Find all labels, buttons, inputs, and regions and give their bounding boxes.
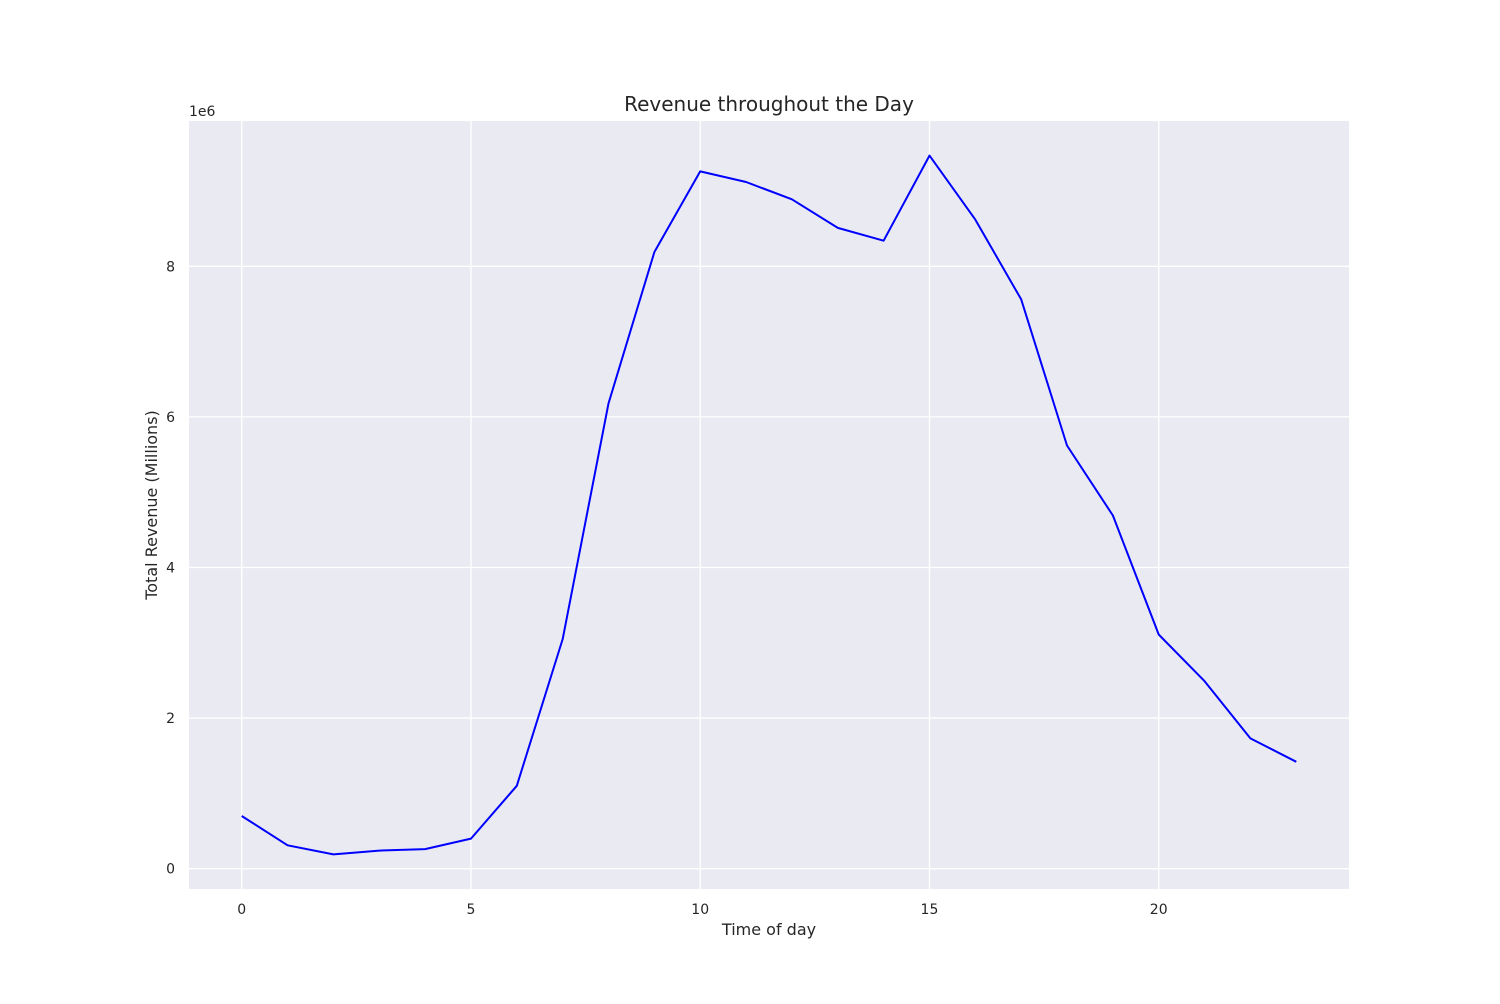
y-tick-label: 0: [166, 862, 175, 878]
x-axis-ticks: 0 5 10 15 20: [237, 902, 1167, 918]
x-axis-label: Time of day: [721, 920, 816, 939]
y-tick-label: 6: [166, 410, 175, 426]
series-layer: [241, 154, 1297, 856]
x-tick-label: 15: [921, 902, 939, 918]
x-tick-label: 5: [467, 902, 476, 918]
chart-title: Revenue throughout the Day: [624, 92, 914, 116]
y-tick-label: 4: [166, 560, 175, 576]
y-axis-ticks: 0 2 4 6 8: [166, 259, 175, 877]
series-line: [241, 154, 1297, 856]
x-tick-label: 10: [691, 902, 709, 918]
x-tick-label: 0: [237, 902, 246, 918]
y-tick-label: 8: [166, 259, 175, 275]
y-tick-label: 2: [166, 711, 175, 727]
y-axis-label: Total Revenue (Millions): [142, 410, 161, 601]
grid-lines: [189, 121, 1349, 889]
plot-area: [189, 121, 1349, 889]
y-axis-offset-label: 1e6: [189, 104, 216, 120]
x-tick-label: 20: [1150, 902, 1168, 918]
